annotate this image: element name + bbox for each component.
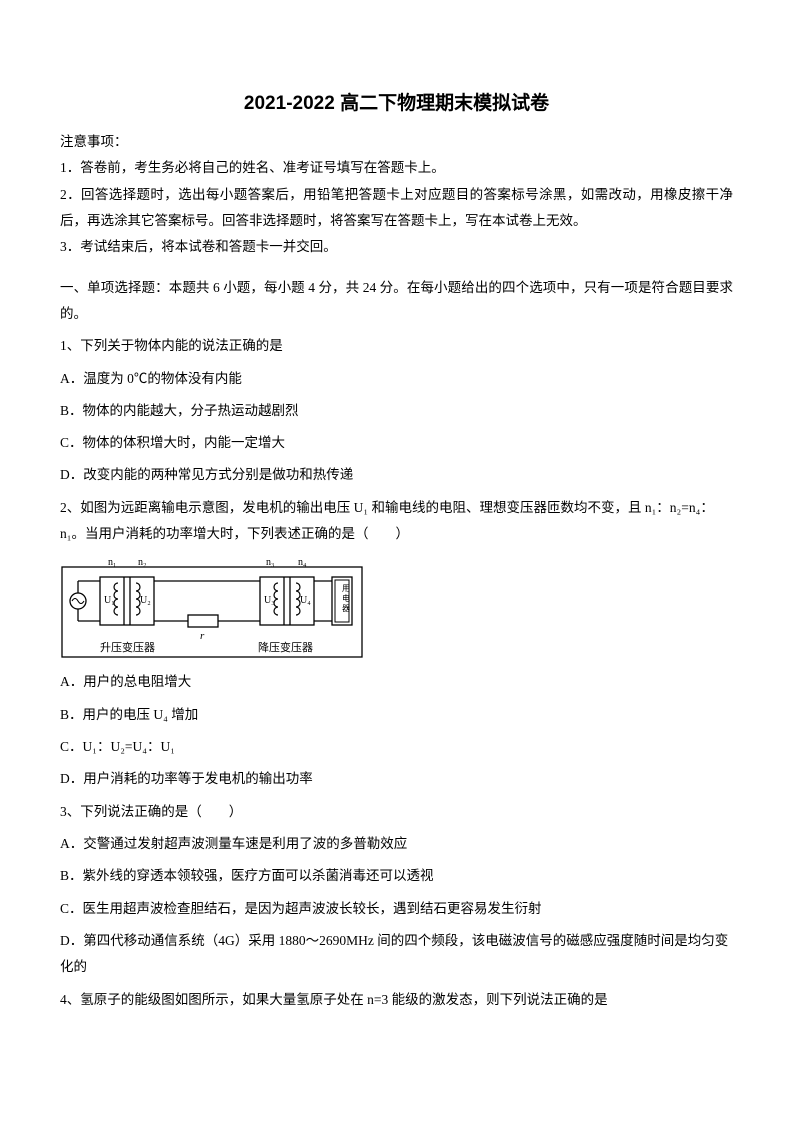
q1-option-c: C．物体的体积增大时，内能一定增大 <box>60 430 733 456</box>
page-title: 2021-2022 高二下物理期末模拟试卷 <box>60 88 733 115</box>
load-text-2: 电 <box>342 593 350 603</box>
q2-option-a: A．用户的总电阻增大 <box>60 669 733 695</box>
q3-option-d: D．第四代移动通信系统（4G）采用 1880～2690MHz 间的四个频段，该电… <box>60 928 733 981</box>
label-u1: U₁ <box>104 595 115 606</box>
load-text-1: 用 <box>342 584 350 593</box>
load-text-3: 器 <box>342 604 350 613</box>
q1-stem: 1、下列关于物体内能的说法正确的是 <box>60 333 733 359</box>
transmission-diagram: n₁ n₂ n₃ n₄ U₁ U₂ U₃ U₄ r 用 电 器 升压变压器 降压… <box>60 553 370 663</box>
label-n4: n₄ <box>298 557 307 568</box>
left-caption: 升压变压器 <box>100 640 155 654</box>
label-r: r <box>200 630 205 642</box>
q2-diagram: n₁ n₂ n₃ n₄ U₁ U₂ U₃ U₄ r 用 电 器 升压变压器 降压… <box>60 553 733 663</box>
q1-option-b: B．物体的内能越大，分子热运动越剧烈 <box>60 398 733 424</box>
q4-stem: 4、氢原子的能级图如图所示，如果大量氢原子处在 n=3 能级的激发态，则下列说法… <box>60 987 733 1013</box>
label-n3: n₃ <box>266 557 275 568</box>
q3-option-c: C．医生用超声波检查胆结石，是因为超声波波长较长，遇到结石更容易发生衍射 <box>60 896 733 922</box>
q2-option-d: D．用户消耗的功率等于发电机的输出功率 <box>60 766 733 792</box>
notice-2: 2．回答选择题时，选出每小题答案后，用铅笔把答题卡上对应题目的答案标号涂黑，如需… <box>60 182 733 235</box>
label-n1: n₁ <box>108 557 117 568</box>
q3-option-a: A．交警通过发射超声波测量车速是利用了波的多普勒效应 <box>60 831 733 857</box>
label-n2: n₂ <box>138 557 147 568</box>
q2-stem: 2、如图为远距离输电示意图，发电机的输出电压 U₁ 和输电线的电阻、理想变压器匝… <box>60 495 733 548</box>
q2-option-c: C．U₁：U₂=U₄：U₁ <box>60 734 733 760</box>
label-u3: U₃ <box>264 595 275 606</box>
q1-option-a: A．温度为 0℃的物体没有内能 <box>60 366 733 392</box>
notice-heading: 注意事项： <box>60 129 733 155</box>
section-1-heading: 一、单项选择题：本题共 6 小题，每小题 4 分，共 24 分。在每小题给出的四… <box>60 275 733 328</box>
q3-stem: 3、下列说法正确的是（ ） <box>60 799 733 825</box>
exam-page: 2021-2022 高二下物理期末模拟试卷 注意事项： 1．答卷前，考生务必将自… <box>0 0 793 1059</box>
q2-option-b: B．用户的电压 U₄ 增加 <box>60 702 733 728</box>
label-u4: U₄ <box>300 595 311 606</box>
gap <box>60 261 733 275</box>
q1-option-d: D．改变内能的两种常见方式分别是做功和热传递 <box>60 462 733 488</box>
label-u2: U₂ <box>140 595 151 606</box>
notice-1: 1．答卷前，考生务必将自己的姓名、准考证号填写在答题卡上。 <box>60 155 733 181</box>
q3-option-b: B．紫外线的穿透本领较强，医疗方面可以杀菌消毒还可以透视 <box>60 863 733 889</box>
right-caption: 降压变压器 <box>258 640 313 654</box>
notice-3: 3．考试结束后，将本试卷和答题卡一并交回。 <box>60 234 733 260</box>
